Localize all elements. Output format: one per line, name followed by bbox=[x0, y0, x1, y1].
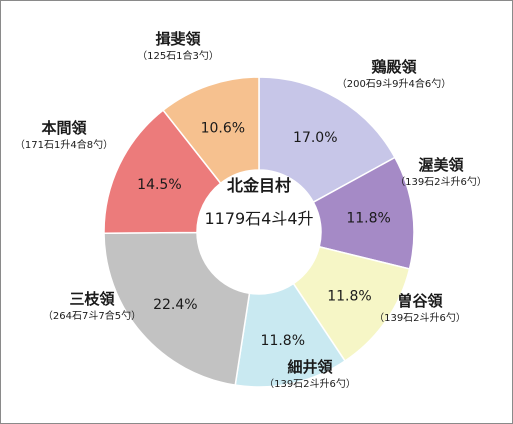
slice-6 bbox=[103, 109, 222, 234]
category-detail-2: （139石2斗升6勺） bbox=[395, 176, 487, 188]
category-detail-7: （125石1合3勺） bbox=[137, 49, 219, 62]
slice-group bbox=[103, 76, 415, 388]
category-name-1: 鶏殿領 bbox=[371, 58, 417, 76]
category-name-5: 三枝領 bbox=[69, 290, 115, 308]
category-label-group: 鶏殿領（200石9斗9升4合6勺） 渥美領 （139石2斗升6勺） 曽谷領 （139石2… bbox=[15, 30, 487, 390]
percent-label-4: 11.8% bbox=[261, 333, 305, 349]
category-name-4: 細井領 bbox=[287, 358, 333, 376]
category-detail-6: （171石1升4合8勺） bbox=[15, 138, 113, 151]
category-detail-4: （139石2斗升6勺） bbox=[264, 378, 356, 390]
percent-label-1: 17.0% bbox=[293, 130, 337, 146]
category-detail-5: （264石7斗7合5勺） bbox=[43, 309, 141, 322]
category-name-7: 揖斐領 bbox=[155, 30, 201, 48]
slice-7 bbox=[162, 76, 260, 185]
slice-1 bbox=[258, 76, 396, 204]
center-value: 1179石4斗4升 bbox=[204, 209, 313, 228]
percent-label-7: 10.6% bbox=[201, 121, 245, 137]
percent-label-5: 22.4% bbox=[153, 297, 197, 313]
category-name-6: 本間領 bbox=[41, 119, 87, 137]
donut-hole bbox=[198, 171, 320, 293]
percent-label-2: 11.8% bbox=[346, 211, 390, 227]
category-name-3: 曽谷領 bbox=[397, 292, 443, 310]
percent-label-group: 17.0% 11.8% 11.8% 11.8% 22.4% 14.5% 10.6% bbox=[137, 121, 391, 349]
center-title: 北金目村 bbox=[227, 176, 291, 195]
category-detail-1: （200石9斗9升4合6勺） bbox=[337, 77, 452, 90]
percent-label-6: 14.5% bbox=[137, 177, 181, 193]
percent-label-3: 11.8% bbox=[327, 288, 371, 304]
category-detail-3: （139石2斗升6勺） bbox=[374, 312, 466, 324]
slice-5 bbox=[103, 231, 251, 387]
category-name-2: 渥美領 bbox=[418, 156, 464, 174]
